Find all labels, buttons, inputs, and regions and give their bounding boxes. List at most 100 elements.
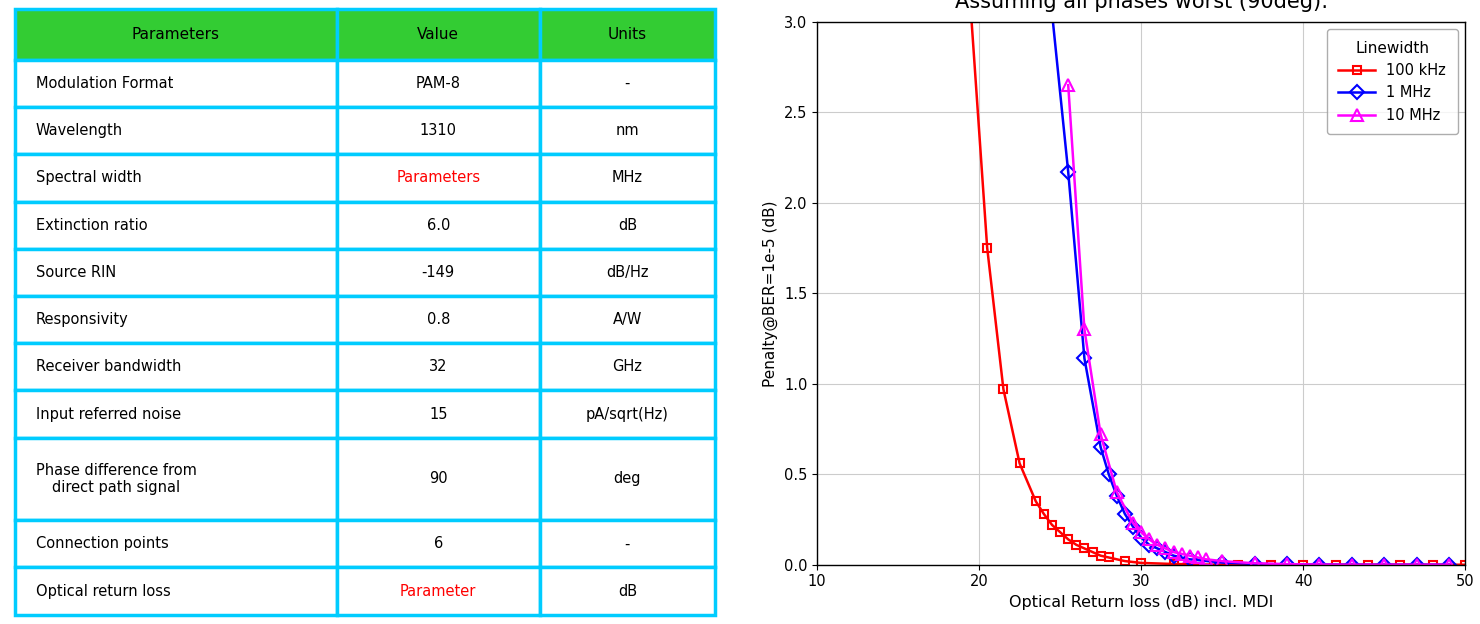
100 kHz	[1060, 535, 1077, 543]
Text: dB/Hz: dB/Hz	[607, 265, 648, 280]
10 MHz	[1197, 555, 1215, 563]
Text: Optical return loss: Optical return loss	[36, 583, 170, 598]
X-axis label: Optical Return loss (dB) incl. MDI: Optical Return loss (dB) incl. MDI	[1009, 595, 1273, 610]
100 kHz	[1424, 561, 1442, 568]
Bar	[15, 567, 337, 615]
Bar	[15, 9, 337, 60]
1 MHz	[1440, 561, 1458, 568]
Text: 6.0: 6.0	[426, 218, 450, 233]
Bar	[15, 343, 337, 391]
10 MHz	[1156, 545, 1174, 552]
Text: Input referred noise: Input referred noise	[36, 407, 181, 422]
100 kHz	[1035, 510, 1052, 518]
100 kHz	[1230, 561, 1248, 568]
100 kHz	[1197, 561, 1215, 568]
1 MHz	[1214, 559, 1231, 567]
10 MHz	[1440, 561, 1458, 568]
Bar	[15, 107, 337, 154]
Text: -: -	[625, 537, 630, 552]
Bar	[337, 296, 540, 343]
Text: 1310: 1310	[420, 124, 457, 139]
Bar	[540, 520, 715, 567]
Text: Modulation Format: Modulation Format	[36, 76, 173, 91]
Title: Assuming all phases worst (90deg):: Assuming all phases worst (90deg):	[955, 0, 1328, 12]
Bar	[540, 107, 715, 154]
Text: 90: 90	[429, 472, 447, 487]
1 MHz	[1116, 510, 1134, 518]
1 MHz	[1407, 561, 1425, 568]
Text: 6: 6	[434, 537, 443, 552]
Bar	[540, 391, 715, 437]
Text: Value: Value	[417, 27, 459, 42]
Bar	[540, 60, 715, 107]
Bar	[337, 249, 540, 296]
Line: 1 MHz: 1 MHz	[1048, 8, 1453, 570]
Bar	[15, 249, 337, 296]
1 MHz	[1125, 523, 1143, 530]
Text: Extinction ratio: Extinction ratio	[36, 218, 147, 233]
10 MHz	[1060, 82, 1077, 89]
10 MHz	[1141, 535, 1159, 543]
100 kHz	[978, 245, 996, 252]
Text: -149: -149	[422, 265, 454, 280]
Line: 100 kHz: 100 kHz	[966, 9, 1470, 569]
10 MHz	[1310, 561, 1328, 568]
Y-axis label: Penalty@BER=1e-5 (dB): Penalty@BER=1e-5 (dB)	[764, 200, 778, 386]
Text: deg: deg	[614, 472, 641, 487]
100 kHz	[1100, 553, 1117, 561]
10 MHz	[1125, 519, 1143, 527]
Text: PAM-8: PAM-8	[416, 76, 460, 91]
10 MHz	[1181, 552, 1199, 559]
Text: dB: dB	[617, 583, 636, 598]
Text: dB: dB	[617, 218, 636, 233]
10 MHz	[1214, 557, 1231, 565]
10 MHz	[1076, 326, 1094, 333]
10 MHz	[1188, 553, 1206, 561]
Text: nm: nm	[616, 124, 639, 139]
100 kHz	[1391, 561, 1409, 568]
Bar	[337, 9, 540, 60]
1 MHz	[1342, 561, 1360, 568]
10 MHz	[1279, 560, 1296, 568]
Text: Connection points: Connection points	[36, 537, 169, 552]
100 kHz	[1083, 548, 1101, 556]
100 kHz	[1027, 498, 1045, 505]
Text: MHz: MHz	[611, 170, 642, 185]
Bar	[337, 437, 540, 520]
Bar	[540, 9, 715, 60]
10 MHz	[1342, 561, 1360, 568]
Text: Parameters: Parameters	[397, 170, 481, 185]
1 MHz	[1165, 552, 1183, 559]
Text: -: -	[625, 76, 630, 91]
100 kHz	[1011, 460, 1029, 467]
Bar	[337, 60, 540, 107]
100 kHz	[1116, 557, 1134, 565]
1 MHz	[1043, 9, 1061, 17]
10 MHz	[1172, 550, 1190, 558]
Bar	[337, 391, 540, 437]
1 MHz	[1060, 168, 1077, 176]
Bar	[540, 343, 715, 391]
Text: Receiver bandwidth: Receiver bandwidth	[36, 359, 181, 374]
100 kHz	[1165, 560, 1183, 568]
10 MHz	[1407, 561, 1425, 568]
Bar	[15, 437, 337, 520]
100 kHz	[1043, 521, 1061, 529]
10 MHz	[1165, 548, 1183, 556]
1 MHz	[1375, 561, 1393, 568]
Text: Phase difference from
direct path signal: Phase difference from direct path signal	[36, 463, 197, 495]
100 kHz	[1067, 541, 1085, 548]
Bar	[337, 107, 540, 154]
100 kHz	[962, 9, 980, 17]
1 MHz	[1132, 534, 1150, 542]
100 kHz	[1359, 561, 1376, 568]
Bar	[15, 60, 337, 107]
1 MHz	[1310, 561, 1328, 568]
100 kHz	[1076, 545, 1094, 552]
Line: 10 MHz: 10 MHz	[1063, 80, 1455, 570]
1 MHz	[1141, 541, 1159, 548]
Bar	[15, 520, 337, 567]
Text: Wavelength: Wavelength	[36, 124, 123, 139]
Bar	[15, 154, 337, 202]
1 MHz	[1279, 560, 1296, 568]
